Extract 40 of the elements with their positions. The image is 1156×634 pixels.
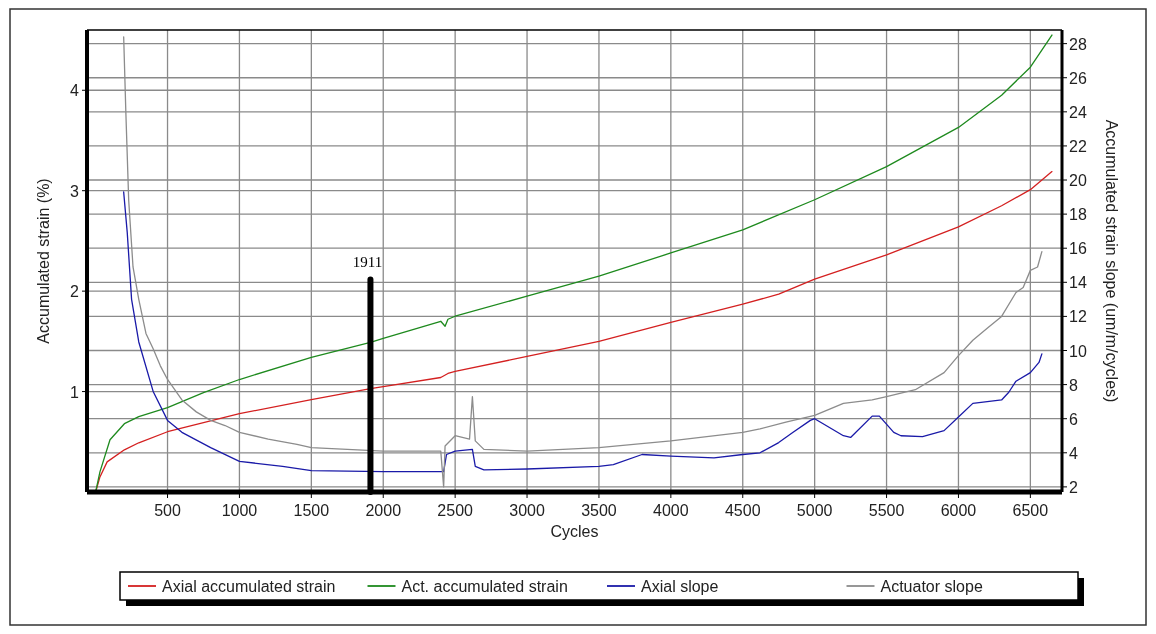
x-tick-label: 6000 (940, 502, 977, 519)
y2-tick-label: 28 (1069, 35, 1087, 53)
y2-tick-label: 22 (1069, 137, 1087, 155)
y-tick-label: 2 (70, 283, 80, 301)
x-tick-label: 5000 (796, 502, 833, 519)
y2-tick-label: 24 (1069, 103, 1087, 121)
x-tick-label: 6500 (1012, 502, 1049, 519)
y2-tick-label: 26 (1069, 69, 1087, 87)
x-tick-label: 1000 (221, 502, 258, 519)
y2-axis-title: Accumulated strain slope (um/m/cycles) (1103, 119, 1120, 403)
y2-tick-label: 14 (1069, 274, 1087, 292)
legend-label: Axial accumulated strain (162, 578, 336, 595)
line-series (123, 191, 1043, 473)
y2-tick-label: 8 (1069, 376, 1078, 394)
y-tick-label: 1 (70, 383, 80, 401)
legend-label: Axial slope (641, 578, 719, 595)
y2-tick-label: 16 (1069, 240, 1087, 258)
x-tick-label: 1500 (293, 502, 330, 519)
x-tick-label: 3000 (509, 502, 545, 519)
y-axis-title: Accumulated strain (%) (35, 178, 52, 344)
legend-label: Act. accumulated strain (401, 578, 568, 595)
x-tick-label: 2000 (365, 502, 402, 519)
x-tick-label: 5500 (868, 502, 905, 519)
y-tick-label: 4 (70, 82, 80, 100)
x-tick-label: 4000 (653, 502, 689, 519)
ref-line-label: 1911 (352, 254, 383, 271)
x-axis-title: Cycles (550, 523, 599, 540)
y2-tick-label: 12 (1069, 308, 1087, 326)
legend-label: Actuator slope (880, 578, 983, 595)
y2-tick-label: 20 (1069, 172, 1087, 190)
y2-tick-label: 10 (1069, 342, 1087, 360)
x-tick-label: 500 (154, 502, 181, 519)
y2-tick-label: 6 (1069, 410, 1078, 428)
x-tick-label: 4500 (724, 502, 761, 519)
x-tick-label: 3500 (581, 502, 617, 519)
y-tick-label: 3 (70, 182, 80, 200)
y2-tick-label: 4 (1069, 444, 1078, 462)
x-tick-label: 2500 (437, 502, 474, 519)
y2-tick-label: 2 (1069, 478, 1078, 496)
y2-tick-label: 18 (1069, 206, 1087, 224)
